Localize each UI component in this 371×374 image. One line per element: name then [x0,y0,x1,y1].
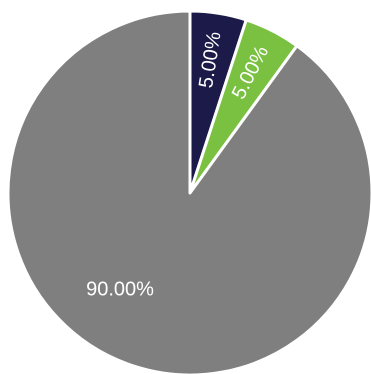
pie-slice-label: 90.00% [86,278,154,300]
pie-slices [6,9,371,374]
pie-slice [6,9,371,374]
